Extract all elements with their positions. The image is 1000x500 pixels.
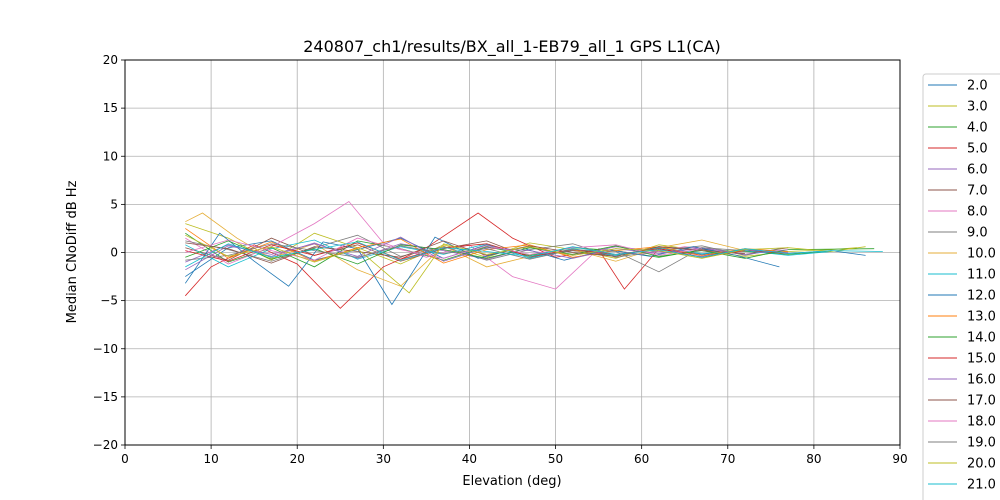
chart-title: 240807_ch1/results/BX_all_1-EB79_all_1 G…	[303, 37, 721, 57]
legend-label: 12.0	[967, 289, 996, 304]
legend-label: 4.0	[967, 121, 988, 136]
y-tick-label: 15	[103, 101, 118, 115]
legend-label: 10.0	[967, 247, 996, 262]
y-tick-label: 5	[110, 197, 118, 211]
y-tick-label: 20	[103, 53, 118, 67]
x-axis-label: Elevation (deg)	[462, 474, 561, 489]
x-tick-label: 40	[462, 452, 477, 466]
series-layer	[184, 200, 883, 309]
legend-label: 15.0	[967, 352, 996, 367]
series-line-19.0	[185, 243, 746, 273]
series-line-18.0	[185, 237, 702, 261]
x-tick-label: 30	[376, 452, 391, 466]
y-tick-label: 10	[103, 149, 118, 163]
series-line-15.0	[185, 242, 746, 262]
y-tick-label: −10	[93, 342, 118, 356]
series-line-9.0	[185, 234, 780, 262]
y-tick-label: −20	[93, 438, 118, 452]
legend-label: 8.0	[967, 205, 988, 220]
series-line-20.0	[185, 234, 866, 294]
legend-label: 20.0	[967, 457, 996, 472]
legend-label: 17.0	[967, 394, 996, 409]
x-tick-label: 70	[720, 452, 735, 466]
x-tick-label: 80	[806, 452, 821, 466]
y-tick-label: 0	[110, 246, 118, 260]
y-axis-label: Median CNoDiff dB Hz	[65, 180, 80, 323]
x-tick-label: 20	[290, 452, 305, 466]
legend-label: 13.0	[967, 310, 996, 325]
series-line-21.0	[185, 241, 883, 268]
y-tick-label: −15	[93, 390, 118, 404]
legend-label: 21.0	[967, 478, 996, 493]
legend-label: 18.0	[967, 415, 996, 430]
legend-label: 14.0	[967, 331, 996, 346]
legend-label: 3.0	[967, 100, 988, 115]
x-tick-label: 60	[634, 452, 649, 466]
series-line-14.0	[185, 240, 875, 265]
y-tick-label: −5	[100, 294, 118, 308]
legend-label: 16.0	[967, 373, 996, 388]
legend-label: 19.0	[967, 436, 996, 451]
x-tick-label: 50	[548, 452, 563, 466]
series-line-5.0	[185, 212, 789, 309]
series-line-7.0	[185, 237, 789, 262]
legend-label: 11.0	[967, 268, 996, 283]
legend-label: 7.0	[967, 184, 988, 199]
series-line-3.0	[185, 223, 857, 265]
legend-label: 5.0	[967, 142, 988, 157]
legend-label: 2.0	[967, 79, 988, 94]
series-line-17.0	[185, 240, 746, 264]
legend: 2.0 3.0 4.0 5.0 6.0 7.0 8.0 9.0 10.0 11.0 12.0 13.0…	[922, 73, 1000, 500]
legend-box	[922, 73, 1000, 500]
x-tick-label: 90	[892, 452, 907, 466]
series-line-8.0	[185, 200, 728, 290]
legend-label: 6.0	[967, 163, 988, 178]
x-tick-label: 0	[121, 452, 129, 466]
x-tick-label: 10	[203, 452, 218, 466]
axes: 0 10 20 30 40 50 60 70 80 90 −20 −15 −10 −5 0 5 10 15 20	[93, 53, 908, 466]
legend-label: 9.0	[967, 226, 988, 241]
